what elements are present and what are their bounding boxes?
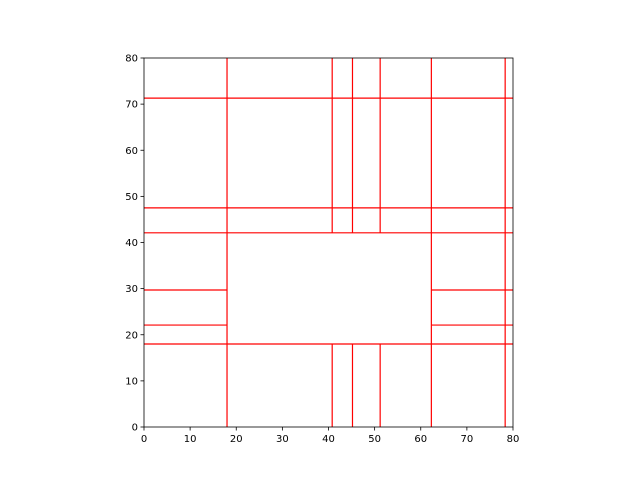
x-tick-label: 50 — [368, 434, 381, 445]
x-tick-label: 40 — [322, 434, 335, 445]
y-tick-label: 70 — [125, 100, 138, 111]
y-tick-label: 10 — [125, 376, 138, 387]
x-tick-label: 0 — [141, 434, 147, 445]
y-tick-label: 40 — [125, 238, 138, 249]
y-tick-label: 30 — [125, 284, 138, 295]
y-tick-label: 0 — [132, 423, 138, 434]
x-tick-label: 20 — [230, 434, 243, 445]
y-tick-label: 60 — [125, 146, 138, 157]
y-tick-label: 20 — [125, 330, 138, 341]
x-tick-label: 80 — [507, 434, 520, 445]
x-tick-label: 60 — [414, 434, 427, 445]
y-tick-label: 80 — [125, 54, 138, 65]
x-tick-label: 70 — [461, 434, 474, 445]
segments-group — [144, 58, 513, 427]
x-tick-label: 10 — [184, 434, 197, 445]
axes-frame — [143, 57, 514, 428]
axes-group: 0 10 20 30 40 50 60 70 80 0 10 20 30 40 50 60 70 80 — [125, 54, 519, 446]
y-tick-label: 50 — [125, 192, 138, 203]
x-tick-label: 30 — [276, 434, 289, 445]
